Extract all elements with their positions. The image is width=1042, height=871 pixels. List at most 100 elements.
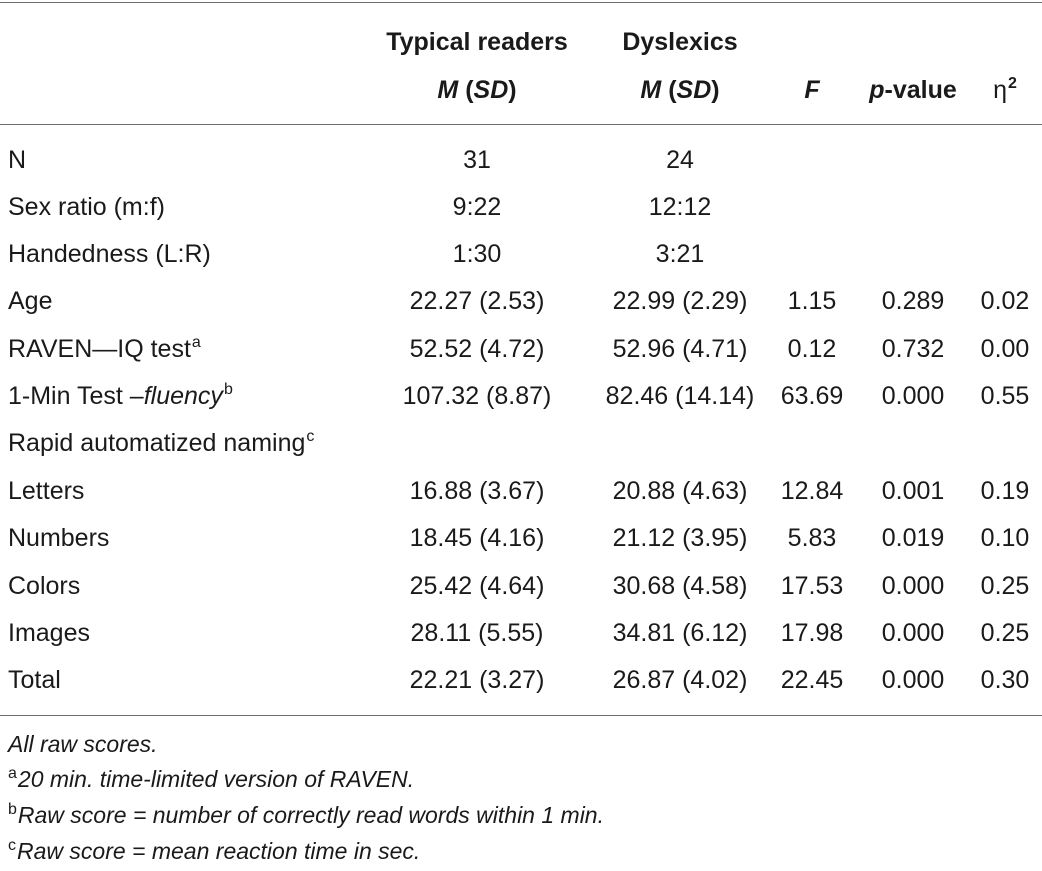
row-label: 1-Min Test –fluencyb: [8, 381, 233, 415]
header-msd-dyslexic: M (SD): [640, 76, 720, 104]
cell-typical: 22.27 (2.53): [409, 287, 545, 315]
row-label: Sex ratio (m:f): [8, 192, 165, 222]
cell-p: 0.000: [881, 666, 945, 694]
eta-symbol: η: [993, 76, 1007, 104]
row-label-text: Images: [8, 619, 90, 647]
cell-eta: 0.10: [980, 524, 1030, 552]
header-eta-squared: η2: [993, 75, 1017, 109]
cell-eta: 0.30: [980, 666, 1030, 694]
f-symbol: F: [804, 76, 820, 104]
header-dyslexics: Dyslexics: [622, 28, 738, 56]
cell-typical: 18.45 (4.16): [409, 524, 545, 552]
cell-typical: 9:22: [452, 193, 502, 221]
row-label: Total: [8, 665, 61, 695]
header-f: F: [804, 75, 819, 105]
row-label-text: 1-Min Test –: [8, 382, 144, 410]
cell-eta: 0.00: [980, 335, 1030, 363]
top-rule: [0, 2, 1042, 3]
p-suffix: -value: [884, 76, 957, 104]
cell-p: 0.732: [881, 335, 945, 363]
row-label: N: [8, 145, 26, 175]
header-msd-typical: M (SD): [437, 76, 517, 104]
row-label-text: Rapid automatized naming: [8, 429, 306, 457]
bottom-rule: [0, 715, 1042, 716]
p-symbol: p: [869, 76, 885, 104]
cell-dyslexic: 3:21: [655, 240, 705, 268]
header-p-value: p-value: [869, 75, 957, 105]
cell-eta: 0.25: [980, 572, 1030, 600]
row-label-italic: fluency: [143, 382, 223, 410]
cell-dyslexic: 12:12: [648, 193, 712, 221]
cell-f: 22.45: [780, 666, 844, 694]
cell-typical: 52.52 (4.72): [409, 335, 545, 363]
footnote: All raw scores.: [8, 730, 158, 758]
cell-dyslexic: 34.81 (6.12): [612, 619, 748, 647]
cell-typical: 107.32 (8.87): [402, 382, 552, 410]
msd-sd: SD: [473, 76, 509, 104]
row-label: Images: [8, 618, 90, 648]
cell-dyslexic: 82.46 (14.14): [605, 382, 755, 410]
row-label: RAVEN—IQ testa: [8, 334, 201, 368]
cell-dyslexic: 22.99 (2.29): [612, 287, 748, 315]
cell-eta: 0.25: [980, 619, 1030, 647]
footnote: bRaw score = number of correctly read wo…: [8, 801, 604, 833]
footnote-marker: a: [8, 765, 17, 782]
msd-sd: SD: [676, 76, 712, 104]
row-label: Handedness (L:R): [8, 239, 211, 269]
row-label-text: Letters: [8, 477, 85, 505]
footnote-marker: c: [306, 428, 315, 445]
header-rule: [0, 124, 1042, 125]
cell-dyslexic: 52.96 (4.71): [612, 335, 748, 363]
cell-dyslexic: 20.88 (4.63): [612, 477, 748, 505]
footnote-marker: c: [8, 837, 16, 854]
cell-p: 0.001: [881, 477, 945, 505]
cell-dyslexic: 24: [666, 146, 694, 174]
cell-eta: 0.55: [980, 382, 1030, 410]
row-label: Age: [8, 286, 52, 316]
cell-eta: 0.19: [980, 477, 1030, 505]
row-label-text: N: [8, 146, 27, 174]
cell-typical: 28.11 (5.55): [410, 619, 544, 647]
cell-dyslexic: 30.68 (4.58): [612, 572, 748, 600]
row-label: Colors: [8, 571, 80, 601]
cell-typical: 31: [463, 146, 491, 174]
cell-f: 1.15: [787, 287, 837, 315]
row-label: Letters: [8, 476, 84, 506]
cell-f: 0.12: [787, 335, 837, 363]
cell-eta: 0.02: [980, 287, 1030, 315]
cell-f: 17.53: [780, 572, 844, 600]
cell-dyslexic: 26.87 (4.02): [612, 666, 748, 694]
footnote-text: All raw scores.: [8, 731, 158, 757]
row-label-text: Sex ratio (m:f): [8, 193, 165, 221]
cell-p: 0.000: [881, 572, 945, 600]
footnote: cRaw score = mean reaction time in sec.: [8, 837, 420, 869]
cell-dyslexic: 21.12 (3.95): [612, 524, 748, 552]
eta-exponent: 2: [1008, 75, 1017, 92]
cell-typical: 25.42 (4.64): [409, 572, 545, 600]
footnote-text: 20 min. time-limited version of RAVEN.: [17, 766, 415, 792]
row-label-text: Handedness (L:R): [8, 240, 211, 268]
cell-typical: 1:30: [452, 240, 502, 268]
footnote-marker: b: [8, 801, 17, 818]
footnote-text: Raw score = number of correctly read wor…: [17, 802, 604, 828]
header-typical-readers: Typical readers: [386, 28, 568, 56]
cell-p: 0.289: [881, 287, 945, 315]
msd-m: M: [640, 76, 662, 104]
msd-m: M: [437, 76, 459, 104]
cell-f: 12.84: [780, 477, 844, 505]
footnote-marker: b: [223, 381, 233, 398]
row-label-text: Age: [8, 287, 53, 315]
row-label: Numbers: [8, 523, 109, 553]
footnote: a20 min. time-limited version of RAVEN.: [8, 765, 414, 797]
row-label-text: Colors: [8, 572, 81, 600]
row-label-text: Numbers: [8, 524, 110, 552]
cell-p: 0.000: [881, 619, 945, 647]
cell-f: 63.69: [780, 382, 844, 410]
cell-typical: 22.21 (3.27): [409, 666, 545, 694]
footnote-marker: a: [191, 334, 201, 351]
row-label-text: Total: [8, 666, 61, 694]
cell-p: 0.019: [881, 524, 945, 552]
cell-p: 0.000: [881, 382, 945, 410]
row-label: Rapid automatized namingc: [8, 428, 314, 462]
cell-f: 17.98: [780, 619, 844, 647]
